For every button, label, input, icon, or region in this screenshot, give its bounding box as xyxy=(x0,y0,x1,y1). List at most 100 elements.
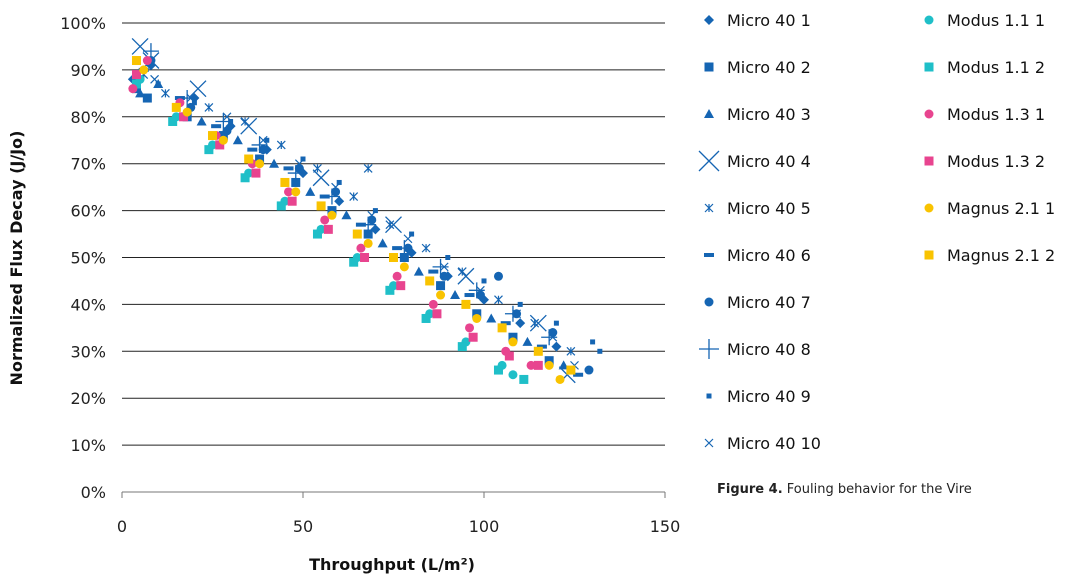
legend-label: Magnus 2.1 2 xyxy=(947,246,1055,265)
x-tick-label: 100 xyxy=(469,517,500,536)
data-point xyxy=(336,179,342,185)
data-point xyxy=(327,206,337,216)
figure-caption-text: Fouling behavior for the Vire xyxy=(786,482,972,497)
data-point xyxy=(392,271,402,281)
data-point xyxy=(472,313,482,323)
data-point xyxy=(291,177,301,187)
data-point xyxy=(240,117,250,126)
data-point xyxy=(706,393,712,399)
data-point xyxy=(385,216,402,234)
legend-item: Micro 40 3 xyxy=(704,105,811,124)
data-point xyxy=(553,320,559,326)
y-tick-label: 50% xyxy=(70,249,106,268)
legend-label: Magnus 2.1 1 xyxy=(947,199,1055,218)
legend-item: Micro 40 7 xyxy=(704,293,811,312)
data-point xyxy=(512,309,522,319)
data-point xyxy=(179,90,196,107)
data-point xyxy=(370,224,381,235)
data-point xyxy=(457,267,475,285)
data-point xyxy=(461,299,471,309)
data-point xyxy=(504,351,514,361)
data-point xyxy=(341,210,352,220)
data-point xyxy=(439,262,449,272)
data-point xyxy=(555,374,565,384)
data-point xyxy=(494,295,503,305)
x-tick-label: 150 xyxy=(650,517,681,536)
data-point xyxy=(924,203,934,213)
legend-label: Modus 1.3 1 xyxy=(947,105,1045,124)
legend-marker xyxy=(924,203,934,213)
data-point xyxy=(323,224,333,234)
data-point xyxy=(131,79,141,89)
data-point xyxy=(211,124,222,129)
data-point xyxy=(385,285,395,295)
data-point xyxy=(432,309,442,319)
data-point xyxy=(189,80,207,98)
data-point xyxy=(255,159,265,169)
data-point xyxy=(291,187,301,197)
legend-item: Modus 1.1 1 xyxy=(924,11,1045,30)
series-magnus-2-1-2 xyxy=(131,56,576,375)
data-point xyxy=(457,342,467,352)
data-point xyxy=(312,169,330,187)
data-point xyxy=(284,187,294,197)
data-point xyxy=(276,201,286,211)
y-tick-label: 0% xyxy=(81,483,106,502)
legend-item: Magnus 2.1 1 xyxy=(924,199,1055,218)
data-point xyxy=(171,102,181,112)
data-point xyxy=(566,346,576,356)
data-point xyxy=(244,154,254,164)
data-point xyxy=(924,15,934,25)
data-point xyxy=(349,192,359,201)
legend-marker xyxy=(704,297,714,307)
x-axis-title: Throughput (L/m²) xyxy=(309,555,475,574)
data-point xyxy=(240,117,258,135)
legend-label: Modus 1.1 1 xyxy=(947,11,1045,30)
data-point xyxy=(191,100,197,106)
data-point xyxy=(363,229,373,239)
data-point xyxy=(139,65,149,75)
data-point xyxy=(155,81,161,87)
series-micro-40-9 xyxy=(155,81,603,354)
data-point xyxy=(409,231,415,237)
legend-item: Modus 1.1 2 xyxy=(924,58,1045,77)
data-point xyxy=(128,84,138,94)
data-point xyxy=(349,257,359,267)
y-axis-title: Normalized Flux Decay (J/Jo) xyxy=(7,131,26,386)
data-point xyxy=(251,168,261,178)
data-point xyxy=(541,329,558,346)
legend-item: Micro 40 9 xyxy=(706,387,811,406)
y-tick-label: 10% xyxy=(70,436,106,455)
data-point xyxy=(131,56,141,66)
legend: Micro 40 1 Micro 40 2 Micro 40 3 Micro 40 4… xyxy=(698,11,1055,453)
data-point xyxy=(204,102,214,112)
data-point xyxy=(508,337,518,347)
series-micro-40-2 xyxy=(131,84,554,366)
data-point xyxy=(472,309,482,319)
data-point xyxy=(522,336,533,346)
y-tick-label: 20% xyxy=(70,389,106,408)
data-point xyxy=(573,372,584,377)
y-tick-label: 70% xyxy=(70,155,106,174)
legend-item: Modus 1.3 1 xyxy=(924,105,1045,124)
data-point xyxy=(544,360,554,370)
data-point xyxy=(515,318,526,329)
data-point xyxy=(352,229,362,239)
data-point xyxy=(287,196,297,206)
data-point xyxy=(334,196,345,207)
legend-label: Micro 40 7 xyxy=(727,293,811,312)
data-point xyxy=(445,255,451,260)
data-point xyxy=(924,250,934,260)
data-point xyxy=(356,243,366,253)
data-point xyxy=(135,88,146,98)
data-point xyxy=(704,438,714,448)
data-point xyxy=(457,267,467,276)
data-point xyxy=(150,74,160,84)
legend-item: Micro 40 1 xyxy=(704,11,811,30)
data-point xyxy=(251,136,268,153)
data-point xyxy=(698,150,720,172)
series-micro-40-5 xyxy=(139,70,576,356)
data-point xyxy=(436,281,446,291)
y-tick-label: 100% xyxy=(60,14,106,33)
